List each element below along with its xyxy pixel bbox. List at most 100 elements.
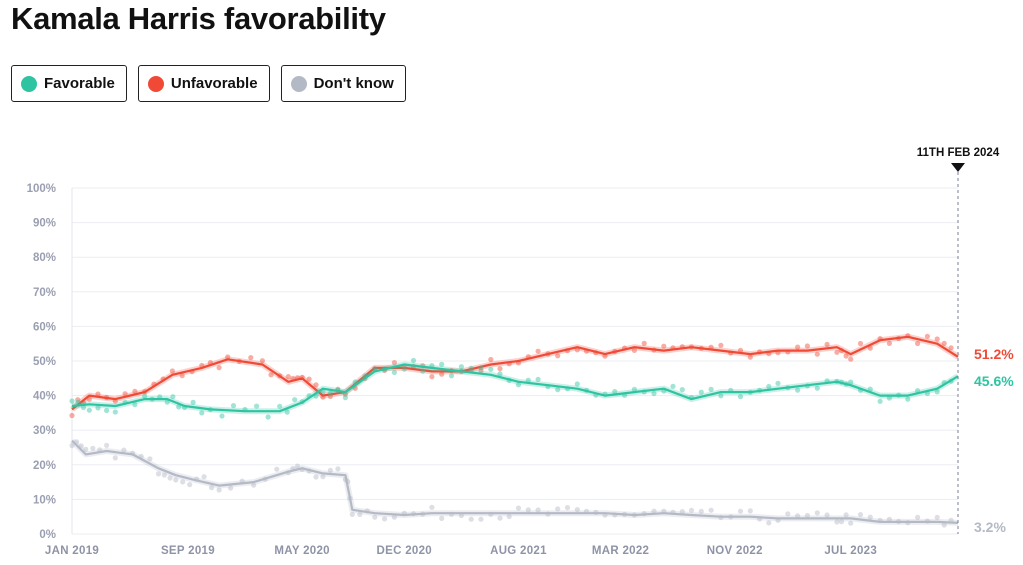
legend-dont-know-toggle[interactable]: Don't know — [280, 65, 406, 102]
favorable-poll-point — [284, 409, 290, 415]
favorable-poll-point — [651, 390, 657, 397]
unfavorable-poll-point — [948, 345, 954, 351]
favorable-poll-point — [80, 404, 87, 411]
don-t-know-poll-point — [737, 508, 744, 514]
favorable-poll-point — [176, 404, 182, 410]
favorable-poll-point — [737, 394, 744, 400]
legend-unfavorable-toggle[interactable]: Unfavorable — [137, 65, 270, 102]
don-t-know-poll-point — [69, 443, 75, 449]
favorable-poll-point — [199, 410, 205, 416]
don-t-know-poll-point — [747, 508, 753, 514]
don-t-know-poll-point — [564, 505, 571, 511]
unfavorable-poll-point — [225, 354, 231, 360]
don-t-know-poll-point — [814, 510, 820, 516]
favorable-poll-point — [848, 379, 854, 385]
unfavorable-poll-point — [122, 391, 128, 397]
favorable-poll-point — [410, 357, 417, 364]
x-tick-label: MAR 2022 — [592, 545, 649, 557]
don-t-know-poll-point — [834, 519, 840, 525]
unfavorable-poll-point — [848, 356, 854, 362]
favorable-poll-point — [877, 398, 883, 404]
don-t-know-poll-point — [173, 477, 179, 483]
don-t-know-poll-point — [209, 485, 215, 491]
unfavorable-poll-point — [915, 340, 921, 347]
don-t-know-poll-point — [915, 514, 921, 521]
favorable-poll-point — [292, 397, 298, 403]
unfavorable-poll-point — [941, 340, 947, 346]
favorable-poll-point — [420, 368, 426, 374]
unfavorable-poll-point — [824, 341, 830, 347]
x-tick-label: JUL 2023 — [824, 545, 877, 557]
unfavorable-poll-point — [834, 349, 840, 355]
don-t-know-poll-point — [785, 511, 791, 517]
unfavorable-poll-point — [391, 360, 397, 366]
x-tick-label: DEC 2020 — [377, 545, 432, 557]
favorable-poll-point — [708, 386, 714, 392]
legend-dont-know-label: Don't know — [313, 75, 394, 92]
don-t-know-poll-point — [804, 512, 811, 519]
favorable-poll-point — [142, 393, 148, 399]
favorable-poll-point — [934, 389, 940, 395]
don-t-know-poll-point — [104, 442, 110, 448]
unfavorable-poll-point — [306, 376, 312, 382]
don-t-know-poll-point — [327, 467, 333, 473]
favorable-poll-point — [458, 364, 464, 370]
unfavorable-poll-point — [132, 388, 138, 394]
y-tick-label: 90% — [33, 218, 56, 230]
unfavorable-poll-point — [429, 374, 435, 380]
favorable-poll-point — [905, 396, 911, 402]
favorable-poll-point — [766, 383, 772, 390]
x-tick-label: NOV 2022 — [707, 545, 763, 557]
unfavorable-poll-point — [555, 353, 561, 359]
favorable-poll-point — [612, 389, 618, 395]
y-tick-label: 0% — [39, 529, 56, 541]
unfavorable-poll-point — [268, 372, 274, 378]
unfavorable-poll-point — [924, 333, 931, 339]
unfavorable-poll-point — [718, 342, 724, 348]
favorable-poll-point — [488, 366, 494, 372]
unfavorable-poll-point — [843, 353, 849, 359]
favorable-poll-point — [497, 371, 503, 377]
don-t-know-poll-point — [83, 446, 89, 452]
favorable-dot-icon — [21, 75, 37, 92]
don-t-know-poll-point — [468, 516, 474, 522]
don-t-know-poll-point — [838, 519, 845, 525]
x-tick-label: AUG 2021 — [490, 545, 547, 557]
don-t-know-poll-point — [574, 507, 580, 513]
favorable-poll-point — [535, 376, 541, 382]
unfavorable-poll-point — [285, 374, 291, 380]
unfavorable-poll-point — [814, 351, 820, 357]
favorable-poll-point — [679, 387, 685, 393]
favorable-poll-point — [277, 403, 283, 409]
x-tick-label: JAN 2019 — [45, 545, 99, 557]
x-tick-label: SEP 2019 — [161, 545, 215, 557]
don-t-know-poll-point — [90, 445, 96, 451]
don-t-know-poll-point — [941, 522, 947, 528]
don-t-know-poll-point — [382, 516, 388, 522]
unfavorable-poll-point — [747, 354, 753, 360]
unfavorable-poll-point — [641, 340, 647, 346]
favorable-poll-point — [391, 369, 397, 375]
favorable-poll-point — [230, 403, 237, 409]
unfavorable-poll-point — [488, 356, 494, 363]
y-tick-label: 80% — [33, 252, 56, 264]
don-t-know-poll-point — [867, 514, 873, 520]
don-t-know-poll-point — [848, 520, 854, 526]
favorable-poll-point — [468, 365, 474, 371]
legend-favorable-toggle[interactable]: Favorable — [11, 65, 127, 102]
favorable-poll-point — [515, 382, 522, 388]
don-t-know-poll-point — [555, 506, 561, 512]
unfavorable-poll-point — [631, 347, 638, 353]
don-t-know-poll-point — [525, 507, 531, 513]
unfavorable-poll-point — [886, 340, 893, 346]
favorable-poll-point — [698, 389, 704, 395]
unfavorable-poll-point — [795, 344, 801, 350]
unfavorable-poll-point — [69, 412, 75, 419]
don-t-know-poll-point — [506, 513, 512, 520]
don-t-know-poll-point — [391, 514, 397, 520]
favorable-poll-point — [814, 385, 820, 391]
don-t-know-trend-line — [71, 439, 959, 524]
don-t-know-poll-point — [167, 475, 173, 481]
favorable-poll-point — [112, 409, 118, 415]
